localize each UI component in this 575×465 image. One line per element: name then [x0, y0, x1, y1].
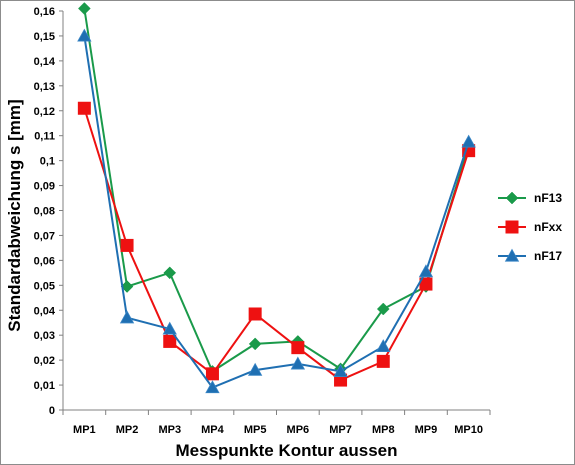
data-point-nF17 [418, 264, 434, 278]
y-tick-label: 0,1 [40, 156, 55, 168]
series-layer [77, 2, 476, 394]
data-point-nFxx [120, 238, 134, 252]
y-tick-label: 0,12 [34, 106, 55, 118]
x-axis-title: Messpunkte Kontur aussen [176, 441, 398, 460]
x-tick-label: MP8 [372, 424, 395, 436]
y-tick-label: 0,04 [34, 305, 56, 317]
x-tick-label: MP7 [329, 424, 352, 436]
data-point-nF17 [290, 356, 306, 370]
y-tick-label: 0,03 [34, 330, 55, 342]
legend-label: nF13 [534, 191, 562, 205]
y-tick-label: 0,07 [34, 230, 55, 242]
y-tick-label: 0,01 [34, 380, 55, 392]
legend: nF13 nFxx nF17 [498, 191, 562, 263]
data-point-nF17 [247, 362, 263, 376]
x-tick-label: MP5 [244, 424, 267, 436]
data-point-nF17 [376, 339, 391, 353]
series-line-nFxx [83, 107, 470, 382]
data-point-nF17 [119, 310, 135, 324]
series-line-nF17 [83, 35, 470, 389]
data-point-nFxx [163, 334, 177, 348]
y-tick-label: 0,06 [34, 255, 55, 267]
x-tick-label: MP1 [73, 424, 96, 436]
y-tick-label: 0,08 [34, 206, 55, 218]
y-tick-label: 0 [49, 405, 55, 417]
x-tick-label: MP3 [158, 424, 181, 436]
y-tick-label: 0,09 [34, 181, 55, 193]
x-tick-label: MP9 [415, 424, 438, 436]
data-point-nF17 [77, 28, 92, 42]
data-point-nF13 [120, 280, 134, 293]
x-axis-ticks: MP1 MP2 MP3 MP4 MP5 MP6 MP7 MP8 MP9 MP10 [62, 410, 491, 436]
data-point-nF17 [461, 134, 476, 148]
legend-item-nF13: nF13 [498, 191, 562, 205]
x-tick-label: MP2 [116, 424, 139, 436]
x-tick-label: MP10 [454, 424, 483, 436]
data-point-nFxx [77, 101, 91, 115]
legend-item-nFxx: nFxx [498, 220, 562, 234]
data-point-nFxx [248, 307, 262, 321]
series-nF17 [77, 28, 476, 394]
y-tick-label: 0,05 [34, 280, 55, 292]
x-tick-label: MP4 [201, 424, 225, 436]
y-tick-label: 0,14 [34, 56, 56, 68]
legend-marker [505, 191, 519, 205]
data-point-nF13 [376, 302, 390, 316]
y-tick-label: 0,11 [34, 131, 55, 143]
y-axis-title: Standardabweichung s [mm] [5, 99, 24, 331]
x-tick-label: MP6 [287, 424, 310, 436]
legend-label: nFxx [534, 220, 562, 234]
legend-label: nF17 [534, 249, 562, 263]
legend-item-nF17: nF17 [498, 248, 562, 263]
data-point-nFxx [376, 354, 390, 368]
series-line-nF13 [83, 8, 470, 373]
data-point-nFxx [291, 341, 305, 355]
y-tick-label: 0,13 [34, 81, 55, 93]
legend-marker [505, 220, 519, 234]
data-point-nF17 [162, 321, 177, 335]
data-point-nF17 [333, 364, 348, 377]
series-nFxx [77, 101, 476, 387]
y-tick-label: 0,16 [34, 6, 55, 18]
data-point-nFxx [419, 277, 433, 291]
data-point-nFxx [205, 367, 219, 381]
axes [62, 11, 490, 411]
y-tick-label: 0,15 [34, 31, 55, 43]
y-axis-ticks: 0 0,01 0,02 0,03 0,04 0,05 0,06 0,07 0,08 0,09 0,1… [34, 6, 63, 417]
data-point-nF13 [77, 2, 91, 15]
data-point-nF13 [248, 337, 262, 351]
data-point-nF17 [205, 380, 220, 394]
y-tick-label: 0,02 [34, 355, 55, 367]
legend-marker [504, 248, 520, 262]
data-point-nF13 [163, 266, 177, 280]
